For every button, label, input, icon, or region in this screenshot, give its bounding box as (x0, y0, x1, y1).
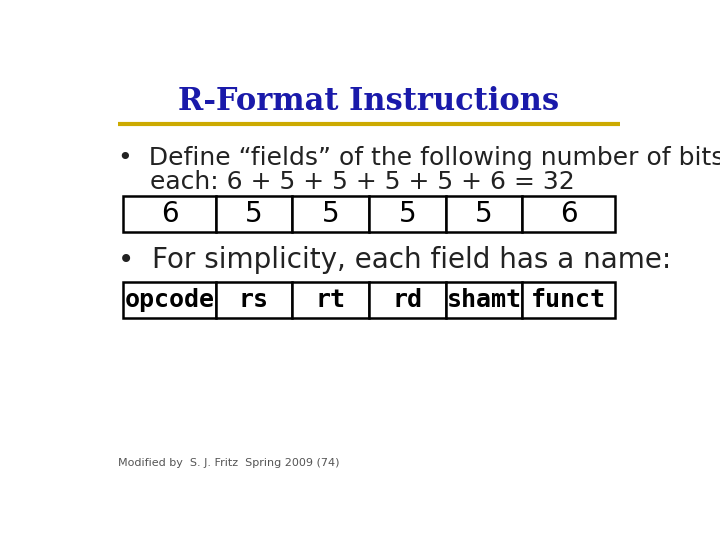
Text: 5: 5 (399, 200, 416, 228)
Text: Modified by  S. J. Fritz  Spring 2009 (74): Modified by S. J. Fritz Spring 2009 (74) (118, 458, 339, 468)
Text: rt: rt (315, 288, 346, 312)
Bar (124, 196, 215, 232)
Text: 6: 6 (161, 200, 179, 228)
Bar (446, 282, 523, 319)
Text: •  Define “fields” of the following number of bits: • Define “fields” of the following numbe… (118, 146, 720, 170)
Bar (523, 282, 615, 319)
Text: R-Format Instructions: R-Format Instructions (179, 85, 559, 117)
Text: 5: 5 (245, 200, 263, 228)
Text: 5: 5 (475, 200, 493, 228)
Text: opcode: opcode (125, 288, 215, 312)
Bar (292, 282, 369, 319)
Text: each: 6 + 5 + 5 + 5 + 5 + 6 = 32: each: 6 + 5 + 5 + 5 + 5 + 6 = 32 (118, 170, 575, 193)
Text: 5: 5 (322, 200, 339, 228)
Text: •  For simplicity, each field has a name:: • For simplicity, each field has a name: (118, 246, 671, 274)
Bar (215, 282, 292, 319)
Bar (369, 196, 446, 232)
Text: 6: 6 (559, 200, 577, 228)
Bar (369, 282, 446, 319)
Bar (446, 196, 523, 232)
Bar (215, 196, 292, 232)
Text: rd: rd (392, 288, 423, 312)
Bar (523, 196, 615, 232)
Bar (124, 282, 215, 319)
Text: funct: funct (531, 288, 606, 312)
Text: shamt: shamt (446, 288, 521, 312)
Text: rs: rs (239, 288, 269, 312)
Bar (292, 196, 369, 232)
